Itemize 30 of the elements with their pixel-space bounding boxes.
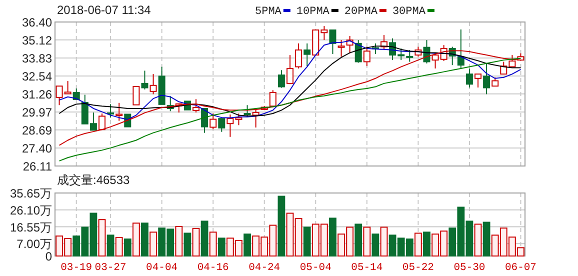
legend-label: 30PMA bbox=[392, 6, 426, 18]
x-tick-label: 05-14 bbox=[351, 262, 383, 274]
legend-label: 10PMA bbox=[296, 6, 330, 18]
y-tick-label: 31.26 bbox=[22, 87, 52, 102]
y-tick-label: 35.65万 bbox=[10, 186, 52, 200]
y-tick-label: 36.40 bbox=[22, 16, 52, 30]
y-tick-label: 0 bbox=[45, 250, 52, 264]
y-tick-label: 26.11 bbox=[22, 160, 52, 174]
x-tick-label: 04-24 bbox=[248, 262, 280, 274]
y-tick-label: 33.83 bbox=[22, 51, 52, 66]
y-tick-label: 16.55万 bbox=[10, 220, 52, 234]
legend-label: 20PMA bbox=[344, 6, 378, 18]
y-tick-label: 32.54 bbox=[22, 70, 52, 84]
y-tick-label: 35.12 bbox=[22, 33, 52, 48]
x-tick-label: 06-07 bbox=[504, 262, 536, 274]
x-tick-label: 05-04 bbox=[300, 262, 332, 274]
x-tick-label: 04-16 bbox=[197, 262, 229, 274]
y-tick-label: 7.00万 bbox=[16, 237, 52, 252]
chart-title: 2018-06-07 11:34 bbox=[57, 3, 152, 17]
legend-label: 5PMA bbox=[255, 6, 282, 18]
x-tick-label: 03-19 bbox=[60, 262, 92, 274]
y-tick-label: 28.69 bbox=[22, 123, 52, 138]
x-tick-label: 05-30 bbox=[454, 262, 486, 274]
y-tick-label: 29.97 bbox=[22, 105, 52, 120]
y-tick-label: 27.40 bbox=[22, 141, 52, 156]
chart-title: 成交量:46533 bbox=[57, 173, 130, 187]
x-tick-label: 05-22 bbox=[402, 262, 434, 274]
x-tick-label: 04-04 bbox=[146, 262, 178, 274]
y-tick-label: 26.10万 bbox=[10, 203, 52, 218]
x-tick-label: 03-27 bbox=[94, 262, 126, 274]
